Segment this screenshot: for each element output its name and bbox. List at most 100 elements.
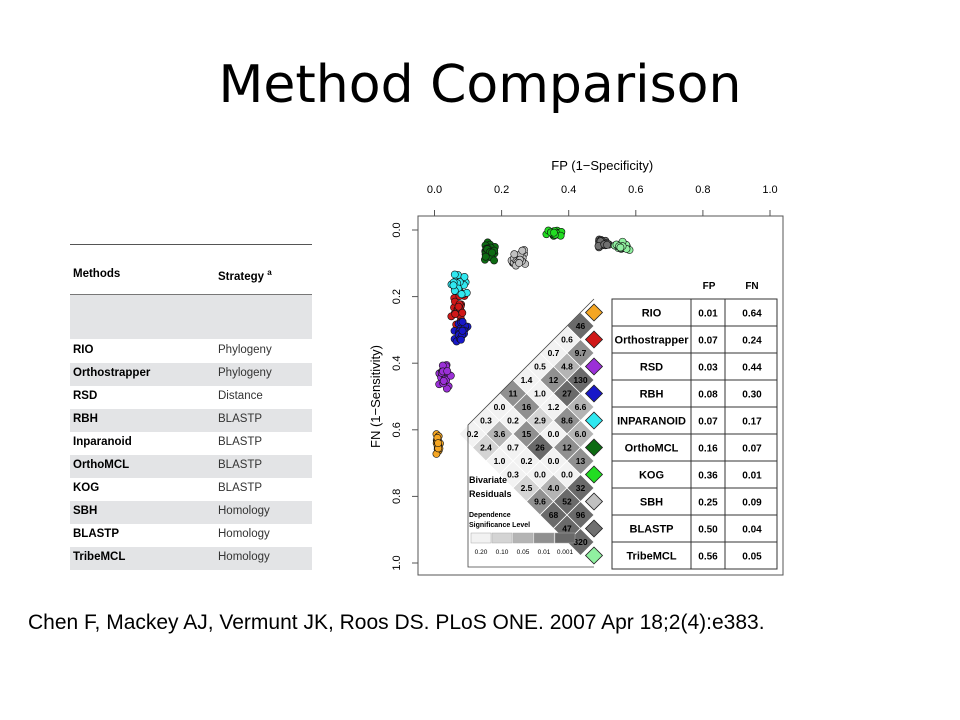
significance-swatch <box>533 532 555 544</box>
method-name: Orthostrapper <box>73 367 151 379</box>
legend-fn-value: 0.44 <box>742 363 762 374</box>
residual-value: 1.4 <box>521 375 533 385</box>
scatter-point-rbh <box>457 335 465 344</box>
residual-value: 0.3 <box>480 416 492 426</box>
legend-fp-value: 0.03 <box>698 363 718 374</box>
citation: Chen F, Mackey AJ, Vermunt JK, Roos DS. … <box>28 611 765 634</box>
significance-level-label: 0.10 <box>496 549 509 556</box>
residual-value: 11 <box>509 389 518 399</box>
method-strategy: BLASTP <box>218 482 263 494</box>
y-tick-label: 0.4 <box>391 356 403 371</box>
method-name: OrthoMCL <box>73 459 130 471</box>
residual-value: 0.7 <box>548 348 560 358</box>
residual-value: 130 <box>573 375 587 385</box>
method-name: RSD <box>73 390 98 402</box>
scatter-point-orthomcl <box>488 248 496 257</box>
method-name: KOG <box>73 482 100 494</box>
legend-swatch <box>584 357 604 376</box>
legend-method-name: BLASTP <box>630 524 674 536</box>
method-name: BLASTP <box>73 528 119 540</box>
table-row: KOG BLASTP <box>70 478 312 501</box>
legend-fn-value: 0.01 <box>742 471 762 482</box>
residual-region-outline <box>467 298 595 568</box>
residual-value: 12 <box>549 375 559 385</box>
significance-level-label: 0.20 <box>475 549 488 556</box>
legend-fn-value: 0.64 <box>742 309 762 320</box>
legend-fp-value: 0.07 <box>698 417 718 428</box>
scatter-point-rsd <box>443 367 452 376</box>
table-header-rule <box>70 294 312 295</box>
scatter-point-rio <box>434 439 443 448</box>
y-tick-label: 0.0 <box>391 222 403 237</box>
residual-value: 47 <box>562 524 572 534</box>
legend-table: RIO 0.01 0.64 Orthostrapper 0.07 0.24 RSD 0.03 0… <box>584 298 778 570</box>
scatter-point-orthomcl <box>490 256 499 265</box>
scatter-point-orthomcl <box>481 252 490 261</box>
scatter-point-rbh <box>458 317 467 326</box>
residual-value: 1.2 <box>548 402 560 412</box>
slide-title: Method Comparison <box>218 55 742 115</box>
legend-method-name: RBH <box>640 389 664 401</box>
legend-fp-value: 0.25 <box>698 498 718 509</box>
scatter-points <box>432 226 634 458</box>
residual-value: 0.0 <box>548 456 560 466</box>
significance-swatch <box>512 532 534 544</box>
legend-fn-header: FN <box>745 281 758 292</box>
legend-fn-value: 0.09 <box>742 498 762 509</box>
legend-fp-value: 0.07 <box>698 336 718 347</box>
legend-swatch <box>584 303 604 322</box>
residual-value: 0.7 <box>507 443 519 453</box>
legend-fn-value: 0.05 <box>742 552 762 563</box>
method-strategy: Phylogeny <box>218 367 272 379</box>
y-axis-label: FN (1−Sensitivity) <box>368 345 383 448</box>
x-axis-label: FP (1−Specificity) <box>551 158 653 173</box>
legend-method-name: RSD <box>640 362 663 374</box>
residual-value: 27 <box>562 389 572 399</box>
legend-fp-value: 0.50 <box>698 525 718 536</box>
legend-fp-value: 0.56 <box>698 552 718 563</box>
method-strategy: Homology <box>218 505 270 517</box>
legend-fn-value: 0.04 <box>742 525 762 536</box>
significance-level-label: 0.01 <box>538 549 551 556</box>
residual-value: 96 <box>576 510 586 520</box>
table-top-rule <box>70 244 312 245</box>
residual-value: 2.9 <box>534 416 546 426</box>
y-tick-label: 1.0 <box>391 555 403 570</box>
method-comparison-figure: FP (1−Specificity) FN (1−Sensitivity) 0.0 0… <box>368 158 784 576</box>
methods-table: Methods Strategy a RIO Phylogeny Orthostra… <box>70 244 312 577</box>
x-tick-label: 0.6 <box>628 184 643 196</box>
legend-swatch <box>584 438 604 457</box>
legend-method-name: INPARANOID <box>617 416 686 428</box>
residual-value: 9.7 <box>575 348 587 358</box>
legend-method-name: SBH <box>640 497 663 509</box>
residual-value: 52 <box>562 497 572 507</box>
residual-value: 0.0 <box>548 429 560 439</box>
significance-label: Significance Level <box>469 522 530 529</box>
method-name: RBH <box>73 413 98 425</box>
legend-fp-value: 0.08 <box>698 390 718 401</box>
residual-value: 26 <box>535 443 545 453</box>
method-strategy: BLASTP <box>218 413 263 425</box>
legend-swatch <box>584 492 604 511</box>
residual-value: 6.6 <box>575 402 587 412</box>
scatter-point-sbh <box>515 259 524 267</box>
method-name: RIO <box>73 344 94 356</box>
legend-fn-value: 0.30 <box>742 390 762 401</box>
method-name: SBH <box>73 505 98 517</box>
scatter-point-tribemcl <box>616 243 625 252</box>
method-strategy: Homology <box>218 528 270 540</box>
legend-swatch <box>584 411 604 430</box>
legend-swatch <box>584 384 604 403</box>
strategy-header-sup: a <box>267 268 272 277</box>
table-row: RIO Phylogeny <box>70 340 312 363</box>
residual-value: 12 <box>562 443 572 453</box>
x-tick-label: 0.4 <box>561 184 576 196</box>
y-tick-label: 0.2 <box>391 289 403 304</box>
legend-swatch <box>584 330 604 349</box>
residual-value: 0.5 <box>534 362 546 372</box>
significance-swatch <box>491 532 513 544</box>
method-strategy: BLASTP <box>218 459 263 471</box>
scatter-point-blastp <box>603 240 611 249</box>
legend-fn-value: 0.24 <box>742 336 762 347</box>
legend-method-name: RIO <box>642 308 662 320</box>
